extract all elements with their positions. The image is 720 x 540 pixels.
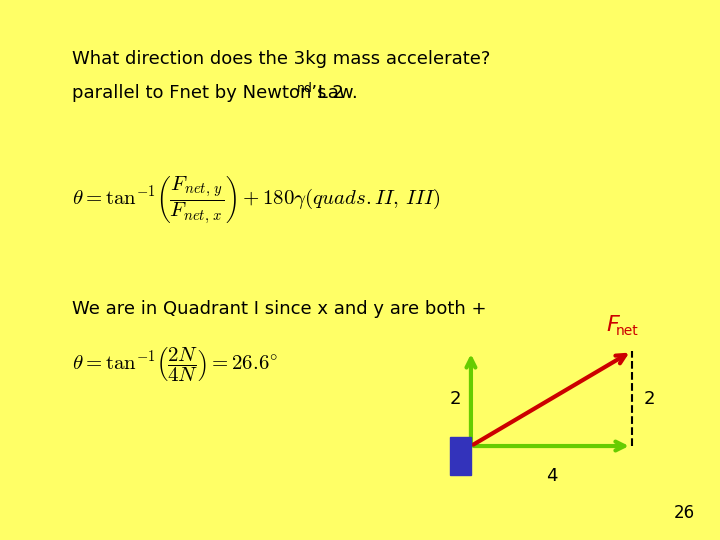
Text: $\theta = \tan^{-1}\!\left(\dfrac{F_{net,\,y}}{F_{net,\,x}}\right)+180°(\mathit{: $\theta = \tan^{-1}\!\left(\dfrac{F_{net… bbox=[72, 174, 441, 226]
Text: Law.: Law. bbox=[312, 84, 358, 102]
Text: 4: 4 bbox=[546, 467, 557, 485]
Text: nd: nd bbox=[297, 82, 313, 95]
Text: net: net bbox=[616, 324, 639, 338]
Text: What direction does the 3kg mass accelerate?: What direction does the 3kg mass acceler… bbox=[72, 50, 490, 68]
Bar bbox=[450, 437, 471, 475]
Text: 2: 2 bbox=[644, 390, 655, 408]
Text: 2: 2 bbox=[449, 390, 461, 408]
Text: parallel to Fnet by Newton’s 2: parallel to Fnet by Newton’s 2 bbox=[72, 84, 343, 102]
Text: We are in Quadrant I since x and y are both +: We are in Quadrant I since x and y are b… bbox=[72, 300, 487, 318]
Text: $\theta = \tan^{-1}\!\left(\dfrac{2N}{4N}\right) = 26.6^{\circ}$: $\theta = \tan^{-1}\!\left(\dfrac{2N}{4N… bbox=[72, 346, 278, 384]
Text: $\mathit{F}$: $\mathit{F}$ bbox=[606, 315, 621, 335]
Text: 26: 26 bbox=[674, 504, 695, 522]
